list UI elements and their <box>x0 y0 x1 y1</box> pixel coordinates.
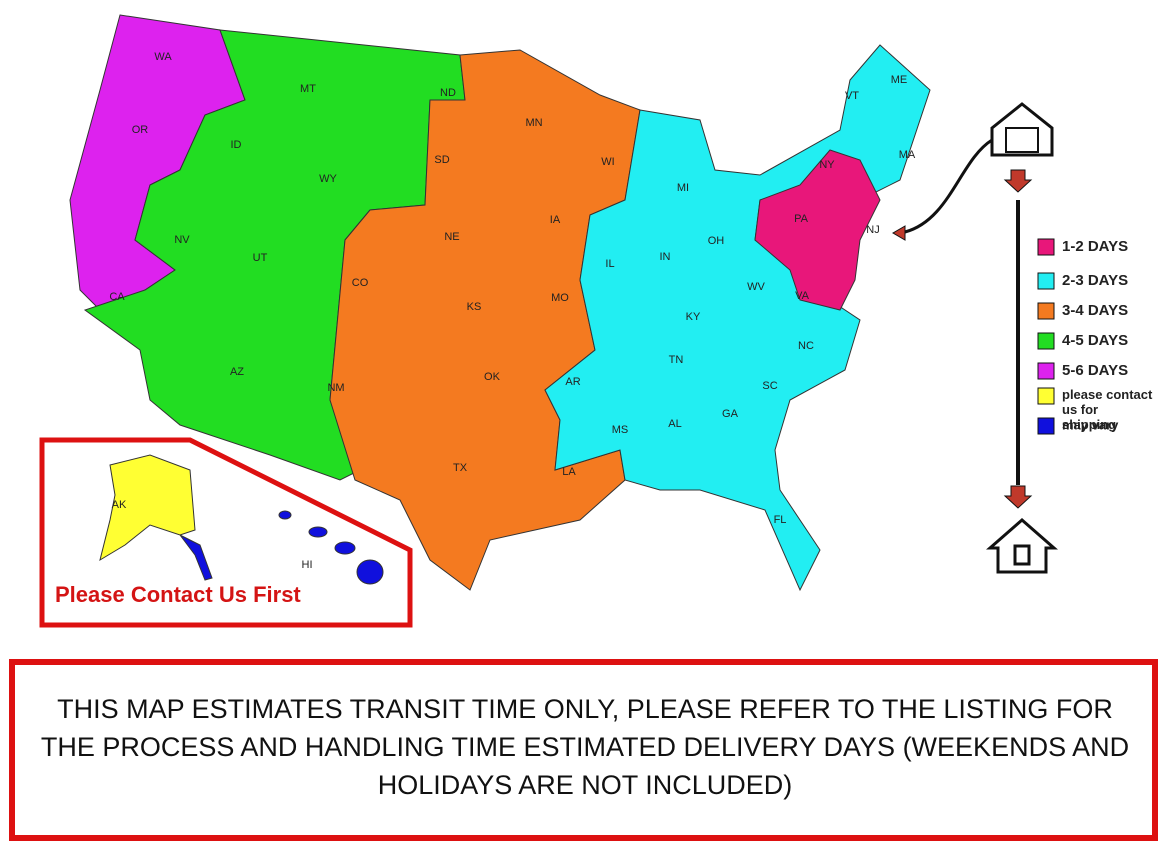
state-label: WY <box>319 173 337 185</box>
state-label: NC <box>798 340 814 352</box>
state-label: IN <box>660 251 671 263</box>
legend-swatch <box>1037 362 1055 380</box>
state-label: VA <box>795 290 810 302</box>
state-label: AR <box>565 376 580 388</box>
us-map <box>69 14 931 592</box>
zone-region <box>356 559 384 585</box>
zone-region <box>308 526 328 538</box>
legend-label: please contact us for shipping <box>1062 387 1153 432</box>
state-label: SC <box>762 380 777 392</box>
state-label: CO <box>352 277 369 289</box>
state-label: WV <box>747 281 765 293</box>
zone-region <box>278 510 292 520</box>
arrow-down <box>1003 485 1033 509</box>
zone-region <box>99 454 196 562</box>
arrow-down <box>1003 169 1033 193</box>
state-label: OH <box>708 235 725 247</box>
state-labels: WA OR CA NV ID MT WY UT AZ CO NM ND SD NE KS OK TX MN IA MO… <box>109 51 916 571</box>
state-label: AZ <box>230 366 244 378</box>
state-label: ID <box>231 139 242 151</box>
state-label: MS <box>612 424 629 436</box>
state-label: ND <box>440 87 456 99</box>
state-label: WA <box>154 51 172 63</box>
state-label: NM <box>327 382 344 394</box>
state-label: OK <box>484 371 501 383</box>
legend-swatch <box>1037 417 1055 435</box>
state-label: UT <box>253 252 268 264</box>
state-label: OR <box>132 124 149 136</box>
zone-region <box>179 534 213 581</box>
notice-text: THIS MAP ESTIMATES TRANSIT TIME ONLY, PL… <box>40 694 1130 800</box>
state-label: SD <box>434 154 449 166</box>
zone-region <box>754 149 881 311</box>
warehouse-icon <box>990 102 1054 157</box>
alaska-hawaii-note: Please Contact Us First <box>55 582 301 607</box>
state-label: NE <box>444 231 459 243</box>
legend-swatch <box>1037 272 1055 290</box>
state-label: IA <box>550 214 561 226</box>
state-label: VT <box>845 90 859 102</box>
shipping-flow <box>892 102 1058 574</box>
arrow-nj <box>892 225 906 241</box>
state-label: AK <box>112 499 127 511</box>
legend-swatch <box>1037 238 1055 256</box>
legend-swatch <box>1037 332 1055 350</box>
legend-swatch <box>1037 387 1055 405</box>
state-label: WI <box>601 156 614 168</box>
flow-curve <box>904 138 993 234</box>
state-label: HI <box>302 559 313 571</box>
state-label: NV <box>174 234 190 246</box>
zone-region <box>334 541 356 555</box>
legend-label: 4-5 DAYS <box>1062 332 1128 349</box>
state-label: LA <box>562 466 576 478</box>
state-label: PA <box>794 213 809 225</box>
notice-box <box>9 659 1158 841</box>
legend-label: 5-6 DAYS <box>1062 362 1128 379</box>
house-door <box>1013 544 1031 566</box>
state-label: NJ <box>866 224 879 236</box>
state-label: MO <box>551 292 569 304</box>
legend-label: 3-4 DAYS <box>1062 302 1128 319</box>
state-label: MT <box>300 83 316 95</box>
state-label: NY <box>819 159 835 171</box>
legend-label: 2-3 DAYS <box>1062 272 1128 289</box>
state-label: KS <box>467 301 482 313</box>
legend-label: 1-2 DAYS <box>1062 238 1128 255</box>
legend: 1-2 DAYS 2-3 DAYS 3-4 DAYS 4-5 DAYS 5-6 DAYS… <box>1037 238 1153 435</box>
state-label: ME <box>891 74 908 86</box>
warehouse-door <box>1005 127 1039 153</box>
state-label: MN <box>525 117 542 129</box>
state-label: FL <box>774 514 787 526</box>
legend-label: may vary <box>1062 417 1119 432</box>
legend-swatch <box>1037 302 1055 320</box>
state-label: MI <box>677 182 689 194</box>
state-label: CA <box>109 291 125 303</box>
state-label: MA <box>899 149 916 161</box>
state-label: IL <box>605 258 614 270</box>
alaska-hawaii-box <box>39 437 413 628</box>
state-label: KY <box>686 311 701 323</box>
state-label: AL <box>668 418 681 430</box>
state-label: TN <box>669 354 684 366</box>
state-label: GA <box>722 408 739 420</box>
state-label: TX <box>453 462 468 474</box>
